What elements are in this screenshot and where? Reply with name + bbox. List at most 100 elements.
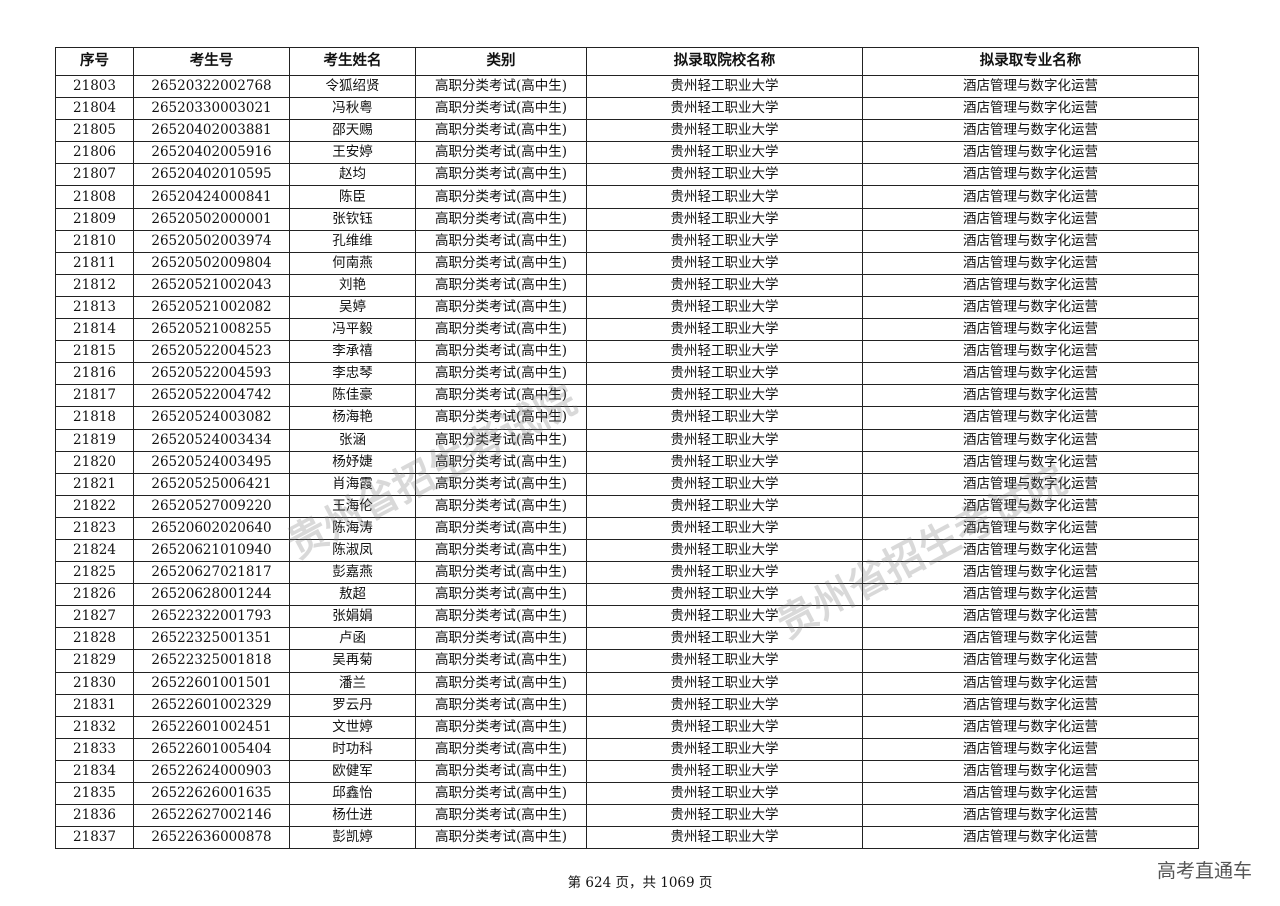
col-index-cell: 21824 (55, 538, 134, 563)
col-index-cell: 21829 (55, 649, 134, 673)
col-school-cell: 贵州轻工职业大学 (586, 649, 863, 673)
col-school-cell: 贵州轻工职业大学 (586, 494, 863, 518)
col-major-cell: 酒店管理与数字化运营 (862, 737, 1199, 761)
col-school-cell: 贵州轻工职业大学 (586, 627, 863, 651)
col-category-cell: 高职分类考试(高中生) (415, 583, 587, 607)
table-row: 21826 26520628001244 敖超 高职分类考试(高中生) 贵州轻工职业大学… (55, 583, 1199, 607)
col-school-cell: 贵州轻工职业大学 (586, 472, 863, 496)
col-index-cell: 21820 (55, 450, 134, 474)
col-exam-id-cell: 26520628001244 (133, 583, 290, 607)
col-index-cell: 21808 (55, 185, 134, 209)
table-row: 21825 26520627021817 彭嘉燕 高职分类考试(高中生) 贵州轻工职业大… (55, 561, 1199, 585)
col-school-cell: 贵州轻工职业大学 (586, 781, 863, 806)
col-name-cell: 陈佳豪 (289, 384, 416, 408)
col-exam-id-cell: 26520627021817 (133, 561, 290, 585)
col-index-cell: 21806 (55, 141, 134, 165)
col-index-cell: 21821 (55, 472, 134, 496)
col-category-cell: 高职分类考试(高中生) (415, 362, 587, 386)
table-row: 21810 26520502003974 孔维维 高职分类考试(高中生) 贵州轻工职业大… (55, 229, 1199, 253)
col-category-cell: 高职分类考试(高中生) (415, 627, 587, 651)
col-index-cell: 21807 (55, 163, 134, 187)
table-row: 21822 26520527009220 王海伦 高职分类考试(高中生) 贵州轻工职业大… (55, 494, 1199, 518)
header-col-index: 序号 (55, 47, 134, 76)
table-row: 21804 26520330003021 冯秋粤 高职分类考试(高中生) 贵州轻工职业大… (55, 97, 1199, 121)
table-row: 21808 26520424000841 陈臣 高职分类考试(高中生) 贵州轻工职业大学… (55, 185, 1199, 209)
col-name-cell: 杨妤婕 (289, 450, 416, 474)
col-category-cell: 高职分类考试(高中生) (415, 538, 587, 563)
col-category-cell: 高职分类考试(高中生) (415, 141, 587, 165)
col-exam-id-cell: 26522601005404 (133, 737, 290, 761)
col-exam-id-cell: 26522601002451 (133, 715, 290, 739)
col-index-cell: 21818 (55, 406, 134, 430)
col-exam-id-cell: 26522322001793 (133, 605, 290, 629)
col-name-cell: 文世婷 (289, 715, 416, 739)
col-school-cell: 贵州轻工职业大学 (586, 737, 863, 761)
col-name-cell: 冯秋粤 (289, 97, 416, 121)
col-school-cell: 贵州轻工职业大学 (586, 384, 863, 408)
col-exam-id-cell: 26520522004742 (133, 384, 290, 408)
table-row: 21803 26520322002768 令狐绍贤 高职分类考试(高中生) 贵州轻工职业… (55, 74, 1199, 99)
col-category-cell: 高职分类考试(高中生) (415, 826, 587, 850)
col-major-cell: 酒店管理与数字化运营 (862, 163, 1199, 187)
table-row: 21833 26522601005404 时功科 高职分类考试(高中生) 贵州轻工职业大… (55, 737, 1199, 761)
table-row: 21828 26522325001351 卢函 高职分类考试(高中生) 贵州轻工职业大学… (55, 627, 1199, 651)
table-row: 21830 26522601001501 潘兰 高职分类考试(高中生) 贵州轻工职业大学… (55, 671, 1199, 695)
col-category-cell: 高职分类考试(高中生) (415, 781, 587, 806)
col-name-cell: 吴再菊 (289, 649, 416, 673)
col-exam-id-cell: 26522601001501 (133, 671, 290, 695)
col-index-cell: 21836 (55, 804, 134, 828)
col-name-cell: 何南燕 (289, 251, 416, 275)
col-major-cell: 酒店管理与数字化运营 (862, 74, 1199, 99)
col-school-cell: 贵州轻工职业大学 (586, 450, 863, 474)
table-row: 21818 26520524003082 杨海艳 高职分类考试(高中生) 贵州轻工职业大… (55, 406, 1199, 430)
col-category-cell: 高职分类考试(高中生) (415, 318, 587, 342)
col-major-cell: 酒店管理与数字化运营 (862, 207, 1199, 231)
table-row: 21809 26520502000001 张钦钰 高职分类考试(高中生) 贵州轻工职业大… (55, 207, 1199, 231)
col-name-cell: 邱鑫怡 (289, 781, 416, 806)
col-school-cell: 贵州轻工职业大学 (586, 671, 863, 695)
col-school-cell: 贵州轻工职业大学 (586, 693, 863, 717)
col-category-cell: 高职分类考试(高中生) (415, 163, 587, 187)
table-row: 21816 26520522004593 李忠琴 高职分类考试(高中生) 贵州轻工职业大… (55, 362, 1199, 386)
col-major-cell: 酒店管理与数字化运营 (862, 295, 1199, 320)
col-exam-id-cell: 26520525006421 (133, 472, 290, 496)
header-col-category: 类别 (415, 47, 587, 76)
col-name-cell: 陈淑凤 (289, 538, 416, 563)
col-major-cell: 酒店管理与数字化运营 (862, 428, 1199, 452)
page-number: 第 624 页，共 1069 页 (567, 875, 713, 891)
col-name-cell: 罗云丹 (289, 693, 416, 717)
col-school-cell: 贵州轻工职业大学 (586, 759, 863, 784)
col-school-cell: 贵州轻工职业大学 (586, 141, 863, 165)
col-exam-id-cell: 26520424000841 (133, 185, 290, 209)
col-major-cell: 酒店管理与数字化运营 (862, 804, 1199, 828)
col-category-cell: 高职分类考试(高中生) (415, 97, 587, 121)
col-name-cell: 冯平毅 (289, 318, 416, 342)
col-major-cell: 酒店管理与数字化运营 (862, 605, 1199, 629)
col-major-cell: 酒店管理与数字化运营 (862, 251, 1199, 275)
col-major-cell: 酒店管理与数字化运营 (862, 318, 1199, 342)
col-category-cell: 高职分类考试(高中生) (415, 428, 587, 452)
col-index-cell: 21826 (55, 583, 134, 607)
col-school-cell: 贵州轻工职业大学 (586, 74, 863, 99)
col-school-cell: 贵州轻工职业大学 (586, 538, 863, 563)
header-col-exam-id: 考生号 (133, 47, 290, 76)
col-category-cell: 高职分类考试(高中生) (415, 207, 587, 231)
col-exam-id-cell: 26522325001818 (133, 649, 290, 673)
admission-table: 序号 考生号 考生姓名 类别 拟录取院校名称 拟录取专业名称 21803 265203220… (55, 47, 1199, 850)
col-category-cell: 高职分类考试(高中生) (415, 185, 587, 209)
col-exam-id-cell: 26522626001635 (133, 781, 290, 806)
col-exam-id-cell: 26520524003082 (133, 406, 290, 430)
col-name-cell: 杨海艳 (289, 406, 416, 430)
col-category-cell: 高职分类考试(高中生) (415, 715, 587, 739)
col-school-cell: 贵州轻工职业大学 (586, 207, 863, 231)
col-major-cell: 酒店管理与数字化运营 (862, 561, 1199, 585)
col-index-cell: 21837 (55, 826, 134, 850)
table-row: 21819 26520524003434 张涵 高职分类考试(高中生) 贵州轻工职业大学… (55, 428, 1199, 452)
col-index-cell: 21833 (55, 737, 134, 761)
col-exam-id-cell: 26520402010595 (133, 163, 290, 187)
col-exam-id-cell: 26520602020640 (133, 516, 290, 540)
col-exam-id-cell: 26522627002146 (133, 804, 290, 828)
col-name-cell: 刘艳 (289, 273, 416, 297)
col-name-cell: 陈臣 (289, 185, 416, 209)
col-category-cell: 高职分类考试(高中生) (415, 737, 587, 761)
